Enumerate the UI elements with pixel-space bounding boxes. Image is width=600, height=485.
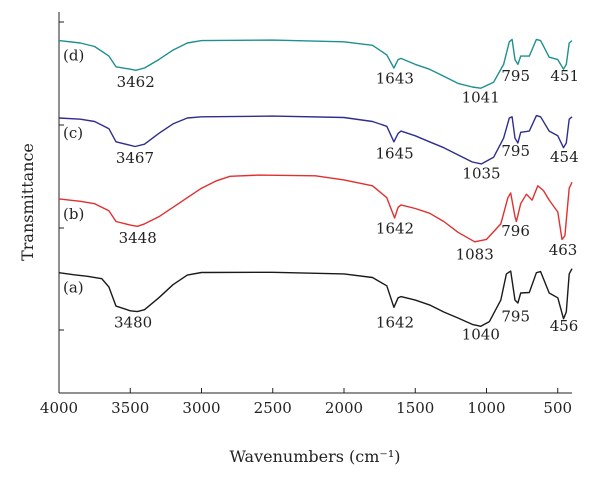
peak-label: 795 (501, 142, 530, 160)
peak-label: 3448 (119, 229, 157, 247)
peak-label: 456 (550, 317, 579, 335)
x-tick-label: 2000 (325, 399, 363, 417)
peak-label: 796 (501, 222, 530, 240)
peak-label: 463 (549, 241, 578, 259)
y-axis-title: Transmittance (18, 143, 37, 261)
series-line-3 (58, 38, 573, 89)
x-tick-label: 1000 (467, 399, 505, 417)
x-tick-label: 3000 (182, 399, 220, 417)
series-line-0 (58, 268, 573, 327)
x-tick-label: 500 (543, 399, 572, 417)
peak-label: 795 (501, 67, 530, 85)
series-label: (b) (63, 205, 84, 223)
series-label: (c) (63, 124, 83, 142)
series-layer (58, 38, 573, 327)
peak-label: 1642 (376, 219, 414, 237)
peak-annotations: 3480 164210407954563448164210837964633467… (114, 67, 579, 343)
x-ticks: 4000 3500 3000 2500 2000 1500 1000 500 (40, 388, 572, 417)
series-label: (d) (63, 47, 84, 65)
peak-label: 3480 (114, 314, 152, 332)
peak-label: 1041 (462, 88, 500, 106)
x-tick-label: 2500 (254, 399, 292, 417)
series-line-1 (58, 174, 573, 243)
peak-label: 3462 (117, 73, 155, 91)
peak-label: 451 (550, 67, 579, 85)
series-label: (a) (63, 279, 84, 297)
peak-label: 1643 (376, 69, 414, 87)
x-tick-label: 3500 (111, 399, 149, 417)
x-tick-label: 1500 (396, 399, 434, 417)
series-line-2 (58, 114, 573, 165)
series-tags: (a) (b) (c) (d) (63, 47, 84, 297)
peak-label: 1645 (375, 144, 413, 162)
x-tick-label: 4000 (40, 399, 78, 417)
peak-label: 454 (550, 148, 579, 166)
peak-label: 1035 (462, 165, 500, 183)
peak-label: 1083 (456, 246, 494, 264)
peak-label: 795 (501, 308, 530, 326)
x-axis-title: Wavenumbers (cm⁻¹) (229, 447, 400, 466)
peak-label: 1040 (462, 325, 500, 343)
peak-label: 3467 (116, 149, 154, 167)
peak-label: 1642 (376, 314, 414, 332)
